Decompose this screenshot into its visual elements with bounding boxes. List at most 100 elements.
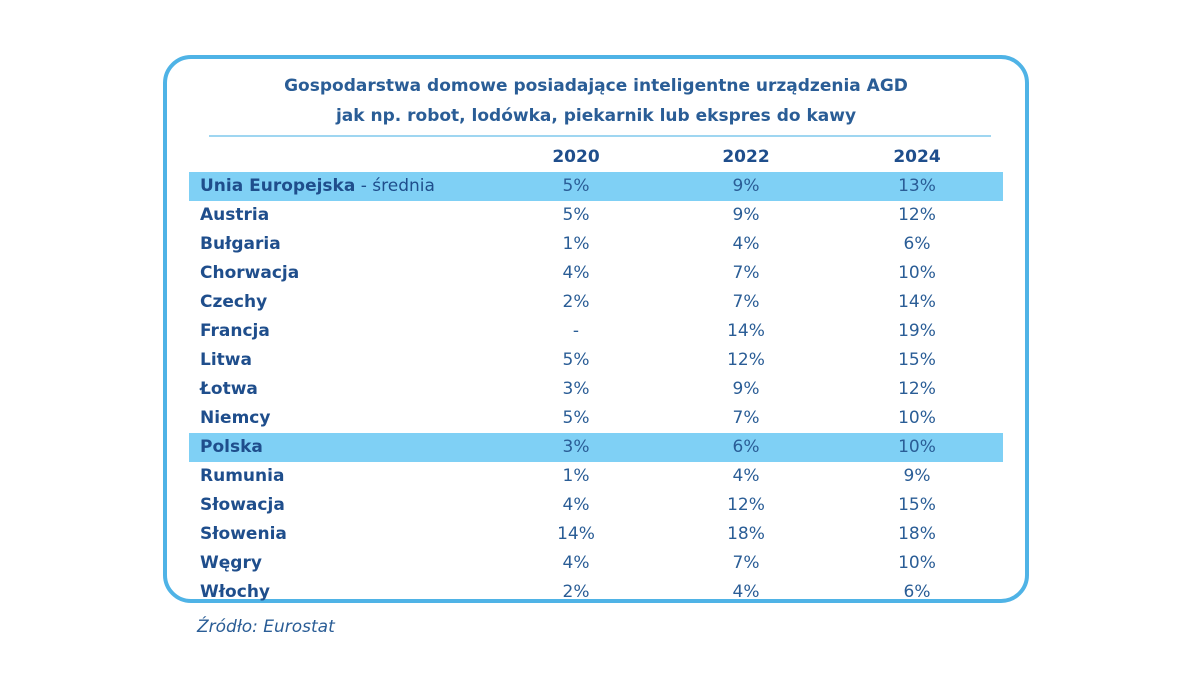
country-name: Francja: [200, 321, 270, 341]
table-row: Łotwa 3% 9% 12%: [189, 375, 1003, 404]
country-name: Unia Europejska: [200, 176, 356, 196]
cell-2022: 4%: [732, 466, 760, 486]
row-country: Polska: [189, 433, 491, 462]
header-country: [189, 143, 491, 172]
cell-2020: 3%: [562, 379, 590, 399]
cell-2020: -: [572, 321, 580, 341]
title-divider: [209, 135, 991, 137]
cell-2020: 4%: [562, 495, 590, 515]
cell-2024: 14%: [898, 292, 936, 312]
cell-2024: 10%: [898, 263, 936, 283]
cell-2024: 10%: [898, 553, 936, 573]
cell-2024: 6%: [903, 234, 931, 254]
cell-2022: 7%: [732, 408, 760, 428]
country-name: Austria: [200, 205, 270, 225]
table-row: Austria 5% 9% 12%: [189, 201, 1003, 230]
cell-2022: 14%: [727, 321, 765, 341]
cell-2022: 7%: [732, 553, 760, 573]
table-row: Czechy 2% 7% 14%: [189, 288, 1003, 317]
table-row: Słowacja 4% 12% 15%: [189, 491, 1003, 520]
table-row: Polska 3% 6% 10%: [189, 433, 1003, 462]
table-row: Chorwacja 4% 7% 10%: [189, 259, 1003, 288]
row-country: Łotwa: [189, 375, 491, 404]
cell-2022: 9%: [732, 205, 760, 225]
cell-2022: 18%: [727, 524, 765, 544]
row-country: Chorwacja: [189, 259, 491, 288]
cell-2024: 13%: [831, 172, 1003, 201]
header-year-2024: 2024: [893, 147, 941, 167]
country-name: Słowacja: [200, 495, 285, 515]
row-country: Włochy: [189, 578, 491, 607]
chart-title: Gospodarstwa domowe posiadające intelige…: [284, 76, 908, 96]
header-row: 2020 2022 2024: [189, 143, 1003, 172]
table-row: Unia Europejska - średnia 5% 9% 13%: [189, 172, 1003, 201]
cell-2022: 6%: [661, 433, 831, 462]
country-name: Litwa: [200, 350, 252, 370]
cell-2024: 10%: [831, 433, 1003, 462]
row-country: Niemcy: [189, 404, 491, 433]
row-country: Francja: [189, 317, 491, 346]
cell-2020: 2%: [562, 292, 590, 312]
cell-2020: 1%: [562, 234, 590, 254]
table-row: Węgry 4% 7% 10%: [189, 549, 1003, 578]
row-country: Austria: [189, 201, 491, 230]
cell-2022: 12%: [727, 495, 765, 515]
country-name: Słowenia: [200, 524, 287, 544]
table-row: Rumunia 1% 4% 9%: [189, 462, 1003, 491]
country-name: Bułgaria: [200, 234, 281, 254]
cell-2024: 19%: [898, 321, 936, 341]
cell-2020: 1%: [562, 466, 590, 486]
table-body: Unia Europejska - średnia 5% 9% 13% Austria 5…: [189, 172, 1003, 607]
cell-2022: 12%: [727, 350, 765, 370]
row-country: Słowenia: [189, 520, 491, 549]
table-row: Litwa 5% 12% 15%: [189, 346, 1003, 375]
country-suffix: - średnia: [355, 176, 435, 196]
cell-2024: 15%: [898, 495, 936, 515]
cell-2020: 14%: [557, 524, 595, 544]
table-row: Włochy 2% 4% 6%: [189, 578, 1003, 607]
country-name: Węgry: [200, 553, 262, 573]
row-country: Unia Europejska - średnia: [189, 172, 491, 201]
country-name: Czechy: [200, 292, 268, 312]
country-name: Polska: [200, 437, 263, 457]
row-country: Czechy: [189, 288, 491, 317]
table-row: Bułgaria 1% 4% 6%: [189, 230, 1003, 259]
cell-2022: 4%: [732, 234, 760, 254]
header-year-2022: 2022: [722, 147, 770, 167]
cell-2020: 4%: [562, 263, 590, 283]
table-card: Gospodarstwa domowe posiadające intelige…: [163, 55, 1029, 603]
cell-2022: 7%: [732, 263, 760, 283]
row-country: Bułgaria: [189, 230, 491, 259]
table-row: Francja - 14% 19%: [189, 317, 1003, 346]
cell-2020: 3%: [491, 433, 661, 462]
cell-2020: 5%: [562, 350, 590, 370]
table-row: Niemcy 5% 7% 10%: [189, 404, 1003, 433]
country-name: Włochy: [200, 582, 271, 602]
cell-2020: 2%: [562, 582, 590, 602]
cell-2024: 15%: [898, 350, 936, 370]
row-country: Rumunia: [189, 462, 491, 491]
cell-2022: 9%: [661, 172, 831, 201]
chart-subtitle: jak np. robot, lodówka, piekarnik lub ek…: [335, 106, 857, 126]
country-name: Chorwacja: [200, 263, 300, 283]
cell-2022: 4%: [732, 582, 760, 602]
row-country: Litwa: [189, 346, 491, 375]
cell-2020: 4%: [562, 553, 590, 573]
table-row: Słowenia 14% 18% 18%: [189, 520, 1003, 549]
cell-2024: 12%: [898, 379, 936, 399]
row-country: Słowacja: [189, 491, 491, 520]
cell-2024: 10%: [898, 408, 936, 428]
cell-2024: 6%: [903, 582, 931, 602]
cell-2024: 9%: [903, 466, 931, 486]
row-country: Węgry: [189, 549, 491, 578]
header-year-2020: 2020: [552, 147, 600, 167]
country-name: Rumunia: [200, 466, 285, 486]
cell-2020: 5%: [562, 408, 590, 428]
data-table: 2020 2022 2024 Unia Europejska - średnia…: [189, 143, 1003, 607]
country-name: Łotwa: [200, 379, 258, 399]
cell-2020: 5%: [562, 205, 590, 225]
cell-2022: 9%: [732, 379, 760, 399]
cell-2024: 12%: [898, 205, 936, 225]
source-note: Źródło: Eurostat: [197, 617, 335, 637]
cell-2022: 7%: [732, 292, 760, 312]
